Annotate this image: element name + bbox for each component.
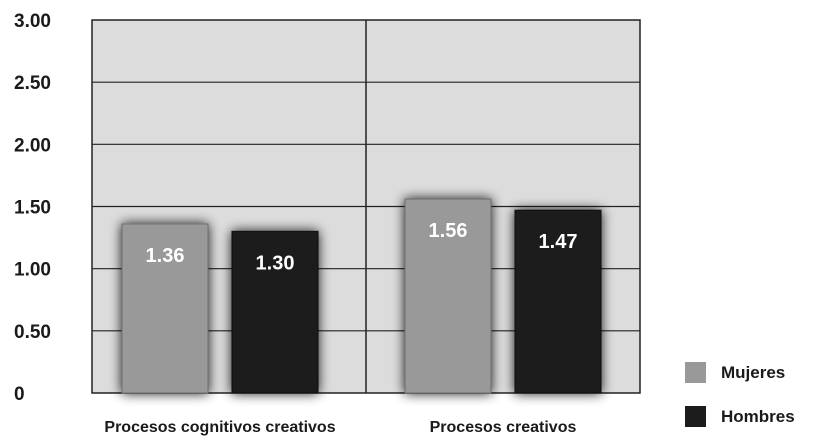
legend-label-hombres: Hombres <box>721 407 795 426</box>
y-tick-label: 0 <box>14 384 25 405</box>
bar-mujeres-2 <box>404 198 492 394</box>
x-category-label: Procesos creativos <box>430 419 577 436</box>
bar-hombres-1 <box>231 230 319 394</box>
bar-value-label: 1.47 <box>539 231 578 253</box>
y-tick-label: 2.50 <box>14 73 51 94</box>
y-tick-label: 1.50 <box>14 198 51 219</box>
y-tick-label: 3.00 <box>14 11 51 32</box>
bars: 1.36 1.30 1.56 1.47 <box>121 198 602 394</box>
bar-mujeres-1 <box>121 223 209 394</box>
legend-swatch-mujeres <box>685 362 706 383</box>
y-axis-ticks: 0 0.50 1.00 1.50 2.00 2.50 3.00 <box>14 11 51 405</box>
y-tick-label: 2.00 <box>14 135 51 156</box>
x-axis-categories: Procesos cognitivos creativos Procesos cr… <box>104 419 576 436</box>
bar-value-label: 1.36 <box>146 245 185 267</box>
legend-label-mujeres: Mujeres <box>721 363 785 382</box>
y-tick-label: 1.00 <box>14 260 51 281</box>
legend-swatch-hombres <box>685 406 706 427</box>
x-category-label: Procesos cognitivos creativos <box>104 419 335 436</box>
bar-value-label: 1.56 <box>429 220 468 242</box>
y-tick-label: 0.50 <box>14 322 51 343</box>
bar-hombres-2 <box>514 209 602 394</box>
legend: Mujeres Hombres <box>685 362 795 427</box>
bar-value-label: 1.30 <box>256 252 295 274</box>
